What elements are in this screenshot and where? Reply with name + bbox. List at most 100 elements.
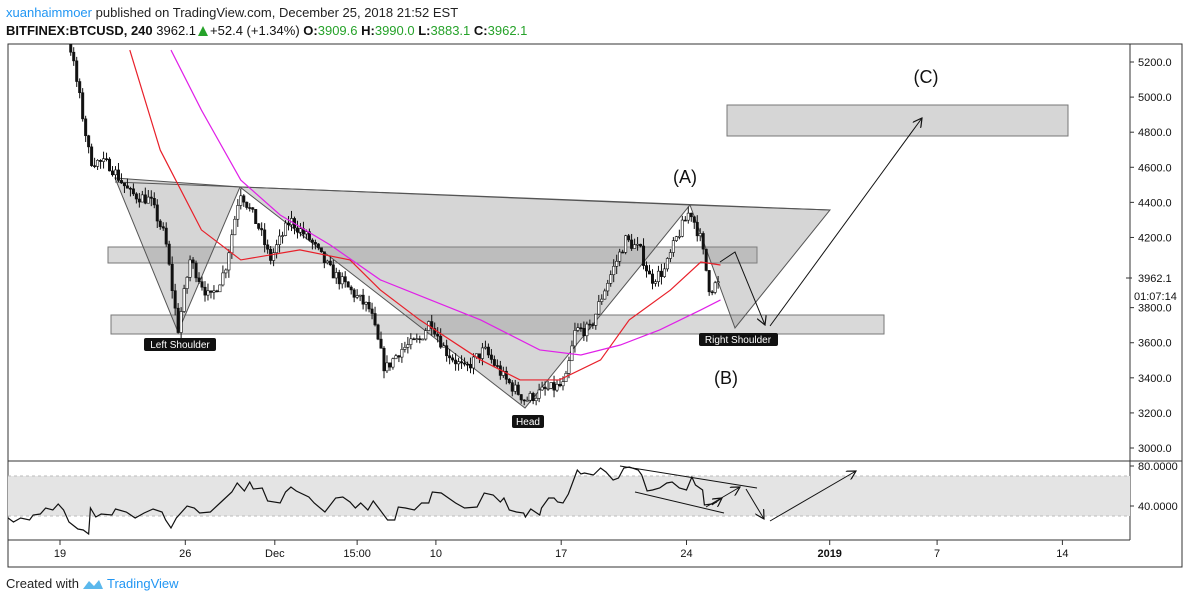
tradingview-link[interactable]: TradingView: [106, 576, 179, 591]
candle: [645, 261, 649, 278]
candle: [81, 88, 85, 122]
candle: [537, 383, 541, 403]
candle: [516, 381, 520, 396]
candle: [164, 222, 168, 247]
candle: [337, 269, 341, 290]
candle: [361, 288, 365, 310]
candle: [116, 162, 120, 183]
neckline[interactable]: [114, 181, 831, 211]
candle: [507, 378, 511, 385]
candle: [528, 391, 532, 403]
time-axis[interactable]: 19 26 Dec 15:00 10 17 24 2019 7 14: [54, 540, 1069, 560]
price-tick: 4800.0: [1130, 127, 1172, 139]
candle: [525, 396, 529, 402]
candle: [137, 192, 141, 208]
candle: [555, 379, 559, 393]
candle: [656, 265, 660, 287]
candle: [370, 302, 374, 320]
candle: [653, 279, 657, 287]
rsi-arrow-small[interactable]: [711, 498, 722, 505]
change: +52.4 (+1.34%): [210, 23, 300, 38]
candle: [257, 222, 261, 231]
rsi-axis[interactable]: 40.0000 80.0000: [1130, 461, 1178, 513]
time-tick-label: 14: [1056, 548, 1068, 560]
target-zone-c[interactable]: [726, 104, 1069, 137]
price-tick-label: 3000.0: [1138, 443, 1172, 455]
rsi-channel-bottom[interactable]: [634, 491, 725, 514]
time-tick-label: 24: [680, 548, 692, 560]
last-price-label: 3962.1: [1138, 273, 1172, 285]
candle: [391, 357, 395, 370]
rsi-arrow-up[interactable]: [769, 471, 856, 522]
support-zone[interactable]: [110, 314, 885, 335]
author-link[interactable]: xuanhaimmoer: [6, 5, 92, 20]
price-tick-label: 5000.0: [1138, 92, 1172, 104]
candle: [451, 354, 455, 363]
candle: [642, 238, 646, 270]
projection-arrow-c[interactable]: [769, 118, 922, 327]
open-label: O:: [303, 23, 318, 38]
candle: [307, 228, 311, 242]
candle: [689, 212, 693, 222]
created-with-text: Created with: [6, 576, 79, 591]
time-tick: 15:00: [343, 540, 371, 560]
candle: [128, 186, 132, 197]
time-tick-label: 10: [430, 548, 442, 560]
time-tick: 10: [430, 540, 442, 560]
time-tick-label: 26: [179, 548, 191, 560]
candle: [254, 209, 258, 225]
time-tick-label: 17: [555, 548, 567, 560]
candle: [67, 11, 69, 38]
candle: [671, 237, 675, 257]
candle: [430, 314, 434, 336]
candle: [412, 337, 416, 341]
candle: [609, 270, 613, 287]
wave-c-label: (C): [914, 67, 939, 87]
candle: [149, 190, 153, 207]
candle: [113, 166, 117, 181]
candle: [278, 229, 282, 253]
rsi-arrow-up-short[interactable]: [705, 487, 740, 508]
price-axis[interactable]: 3000.0 3200.0 3400.0 3600.0 3800.0 4200.0 4400…: [1130, 57, 1172, 455]
candle: [173, 283, 177, 316]
candle: [510, 380, 514, 397]
candle: [367, 295, 371, 313]
candle: [161, 222, 165, 231]
candle: [224, 268, 228, 279]
candle: [263, 223, 267, 253]
head-pattern[interactable]: [238, 186, 692, 409]
candle: [409, 333, 413, 350]
head-label: Head: [512, 415, 544, 428]
right-shoulder-label: Right Shoulder: [699, 333, 778, 346]
time-tick: 24: [680, 540, 693, 560]
candle: [483, 340, 487, 350]
candle: [215, 289, 219, 293]
rsi-channel-top[interactable]: [619, 465, 758, 489]
price-tick: 4400.0: [1130, 197, 1172, 209]
candle: [316, 243, 320, 251]
candle: [340, 272, 344, 289]
candle: [281, 231, 285, 244]
candle: [379, 331, 383, 349]
projection-arrow-b[interactable]: [719, 251, 765, 325]
candle: [328, 255, 332, 267]
candle: [287, 216, 291, 231]
time-tick: 14: [1056, 540, 1069, 560]
candle: [203, 281, 207, 302]
candle: [69, 44, 73, 56]
candle: [686, 206, 690, 224]
candle: [275, 239, 279, 259]
right-shoulder-pattern[interactable]: [689, 204, 832, 330]
price-tick: 4200.0: [1130, 232, 1172, 244]
candle: [534, 393, 538, 406]
candle: [567, 356, 571, 379]
candle: [436, 327, 440, 343]
candle: [421, 338, 425, 341]
candle: [683, 216, 687, 222]
candle: [606, 279, 610, 296]
candle: [579, 323, 583, 332]
candle: [522, 399, 526, 406]
rsi-arrow-down[interactable]: [745, 488, 764, 519]
candle: [131, 183, 135, 196]
